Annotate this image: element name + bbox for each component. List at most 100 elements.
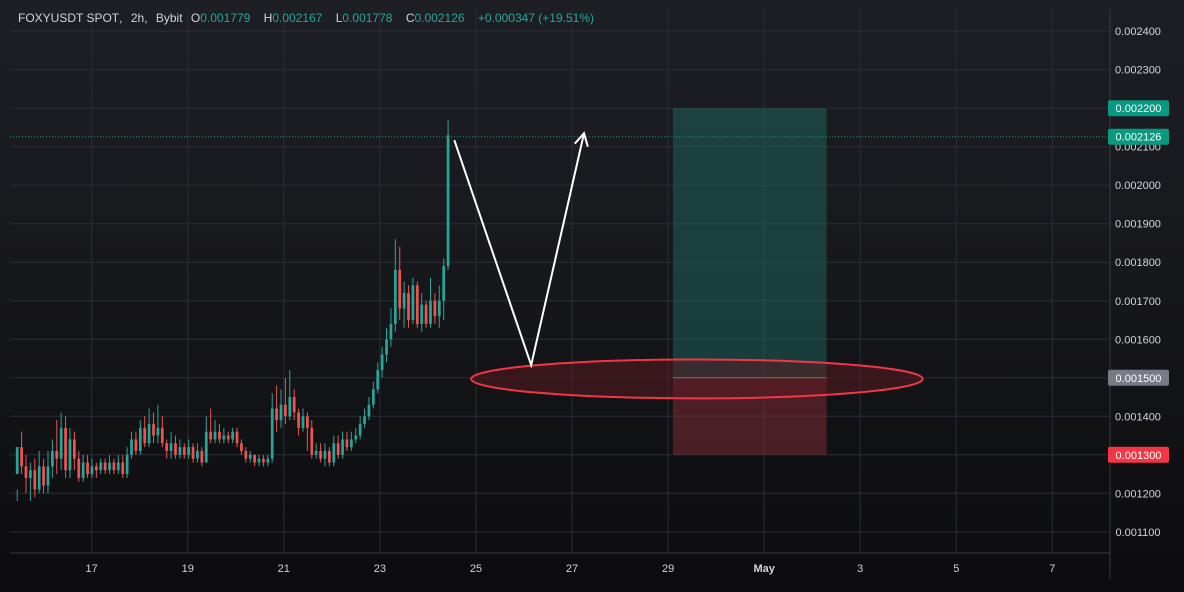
open-label: O <box>190 11 201 25</box>
candle-body <box>380 354 384 371</box>
low-value: 0.001778 <box>342 11 393 25</box>
candle-body <box>138 427 142 451</box>
candle-body <box>270 408 274 459</box>
candle-body <box>363 416 366 424</box>
candle-body <box>442 266 446 301</box>
candle-body <box>336 443 340 455</box>
candle-body <box>108 462 111 471</box>
candle-body <box>191 447 195 459</box>
candle-body <box>319 450 322 459</box>
y-tick-label: 0.001200 <box>1115 488 1161 500</box>
candle-body <box>103 462 107 471</box>
candle-body <box>226 435 230 440</box>
candle-body <box>402 293 406 309</box>
candle-body <box>235 431 239 444</box>
candle-body <box>134 439 138 451</box>
entry-price-label-bg <box>1108 369 1169 386</box>
position-tool[interactable] <box>672 108 827 455</box>
candle-body <box>165 443 169 451</box>
candle-body <box>24 466 28 478</box>
candle-body <box>86 462 89 475</box>
candle-body <box>345 439 349 448</box>
candle-body <box>262 458 265 463</box>
candle-body <box>407 293 410 321</box>
y-tick-label: 0.001600 <box>1115 334 1161 346</box>
drawings[interactable] <box>10 131 1110 400</box>
y-tick-label: 0.002400 <box>1115 26 1161 38</box>
legend-header: FOXYUSDT SPOT, 2h, Bybit O0.001779 H0.00… <box>18 11 594 25</box>
candle-body <box>152 423 155 436</box>
candle-body <box>125 454 129 475</box>
candle-body <box>411 285 415 321</box>
candle-body <box>178 447 182 455</box>
candle-body <box>94 466 98 471</box>
candle-body <box>301 416 305 428</box>
candle-body <box>200 450 204 463</box>
current-price-label: 0.002126 <box>1116 132 1162 144</box>
candle-body <box>99 462 103 471</box>
y-tick-label: 0.001700 <box>1115 296 1161 308</box>
candle-body <box>389 323 393 340</box>
open-value: 0.001779 <box>200 11 251 25</box>
candle-body <box>398 269 402 309</box>
candle-body <box>174 443 177 455</box>
candle-body <box>147 423 151 444</box>
candle-body <box>371 389 375 405</box>
candle-body <box>240 443 243 451</box>
candle-body <box>437 300 441 317</box>
candle-body <box>376 370 380 390</box>
stop-price-label: 0.001300 <box>1116 450 1162 462</box>
y-tick-label: 0.001900 <box>1115 219 1161 231</box>
x-tick-label: 17 <box>86 563 98 575</box>
candle-body <box>156 427 160 436</box>
candle-body <box>310 427 314 455</box>
candle-body <box>196 450 199 459</box>
candle-body <box>341 439 344 455</box>
candle-body <box>33 470 37 490</box>
high-value: 0.002167 <box>272 11 323 25</box>
candle-body <box>29 470 32 478</box>
projection-arrow[interactable] <box>453 133 585 369</box>
candle-body <box>213 431 217 440</box>
candle-body <box>187 447 191 455</box>
x-tick-label: 29 <box>662 563 674 575</box>
candle-body <box>64 427 67 471</box>
time-axis[interactable]: 17 19 21 23 25 27 29 May 3 5 7 <box>10 552 1110 575</box>
candle-body <box>415 285 419 324</box>
candle-body <box>314 450 318 455</box>
price-axis[interactable]: 0.001100 0.001200 0.001300 0.001400 0.001500… <box>1109 10 1161 579</box>
candle-body <box>446 135 450 267</box>
current-price-label-bg <box>1108 128 1169 145</box>
candle-body <box>332 443 336 463</box>
candle-body <box>367 404 371 417</box>
candle-body <box>51 450 54 467</box>
candle-body <box>266 458 270 463</box>
target-zone[interactable] <box>672 108 827 378</box>
arrow-head <box>573 131 589 147</box>
candle-body <box>257 458 261 463</box>
candle-body <box>279 404 283 421</box>
y-tick-label: 0.002300 <box>1115 65 1161 77</box>
candle-body <box>143 427 147 444</box>
low-label: L <box>335 11 343 25</box>
candle-body <box>182 447 186 455</box>
symbol-name[interactable]: FOXYUSDT SPOT <box>18 11 120 25</box>
x-tick-label: 19 <box>182 563 194 575</box>
candle-body <box>37 466 41 490</box>
support-zone-ellipse[interactable] <box>470 358 924 400</box>
candle-body <box>130 439 133 455</box>
interval-label: 2h <box>130 11 145 25</box>
x-tick-label: 25 <box>470 563 482 575</box>
stop-price-label-bg <box>1108 446 1169 463</box>
candle-body <box>231 431 235 440</box>
candle-body <box>349 439 353 448</box>
change-value: +0.000347 (+19.51%) <box>477 11 594 25</box>
candle-body <box>121 462 125 475</box>
candle-body <box>429 300 432 324</box>
candle-body <box>244 450 248 459</box>
x-tick-label: 3 <box>857 563 863 575</box>
close-label: C <box>405 11 415 25</box>
candle-body <box>81 462 85 478</box>
y-tick-label: 0.002000 <box>1115 180 1161 192</box>
